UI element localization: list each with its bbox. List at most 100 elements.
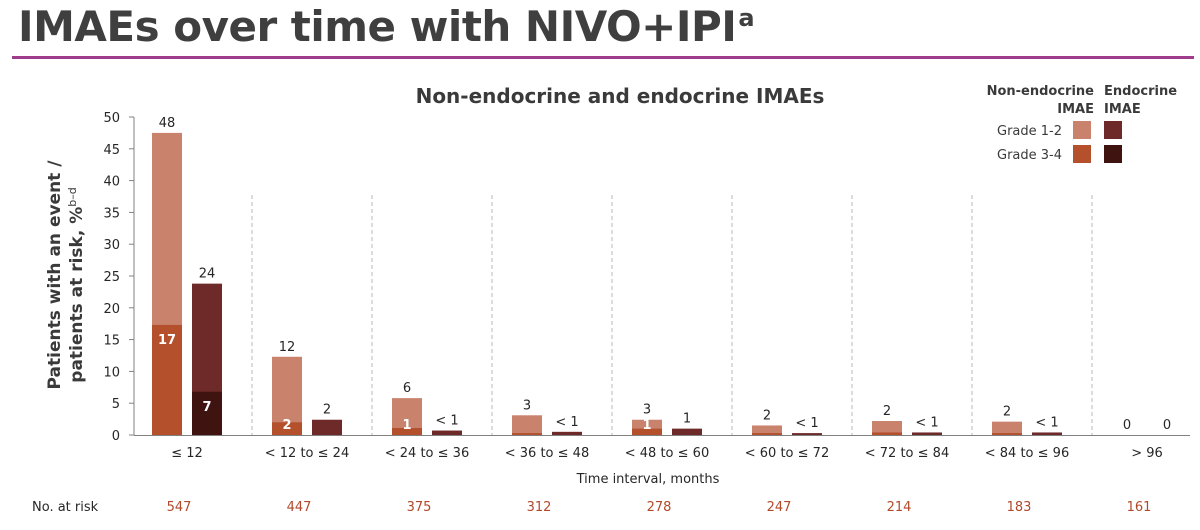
legend-swatch-nonendocrine-grade-1-2: [1073, 121, 1091, 139]
bar-value-label: < 1: [1035, 415, 1058, 430]
category-dividers: [251, 195, 1093, 435]
x-category-label: < 72 to ≤ 84: [865, 446, 949, 461]
y-axis-label: Patients with an event / patients at risk…: [45, 160, 87, 390]
bar-inner-value-label: 1: [642, 418, 651, 433]
bar-value-label: 2: [883, 404, 891, 419]
bar-nonendocrine-grade-1-2: [512, 415, 542, 435]
legend-swatch-endocrine-grade-3-4: [1104, 145, 1122, 163]
bar-nonendocrine-grade-3-4: [152, 324, 182, 435]
y-axis-label-line1: Patients with an event /: [45, 160, 65, 390]
x-category-label: < 12 to ≤ 24: [265, 446, 349, 461]
bar-nonendocrine-grade-1-2: [272, 356, 302, 435]
bar-nonendocrine-grade-3-4: [272, 422, 302, 435]
y-tick-label: 45: [103, 143, 120, 158]
x-axis-label: Time interval, months: [576, 472, 720, 487]
bar-inner-value-label: 2: [282, 418, 291, 433]
y-tick-label: 50: [103, 111, 120, 126]
at-risk-value: 214: [887, 500, 912, 515]
y-axis-label-superscript: b–d: [66, 187, 79, 206]
chart-title: Non-endocrine and endocrine IMAEs: [416, 84, 825, 108]
bar-value-label: 24: [199, 267, 216, 282]
bar-endocrine-grade-3-4: [192, 391, 222, 435]
bar-value-label: < 1: [555, 415, 578, 430]
x-category-label: < 60 to ≤ 72: [745, 446, 829, 461]
y-tick-label: 15: [103, 334, 120, 349]
bar-nonendocrine-grade-3-4: [512, 433, 542, 435]
bar-value-label: 6: [403, 381, 411, 396]
y-axis: 0 5 10 15 20 25 30 35 40 45 50: [103, 111, 135, 444]
at-risk-value: 278: [647, 500, 672, 515]
y-tick-label: 20: [103, 302, 120, 317]
bar-nonendocrine-grade-3-4: [872, 432, 902, 435]
page-title-superscript: a: [738, 4, 755, 32]
y-tick-label: 25: [103, 270, 120, 285]
y-tick-label: 10: [103, 365, 120, 380]
bar-inner-value-label: 1: [402, 418, 411, 433]
bar-value-label: 0: [1123, 418, 1131, 433]
bar-value-label: 48: [159, 116, 176, 131]
bar-value-label: < 1: [435, 414, 458, 429]
bar-nonendocrine-grade-1-2: [992, 421, 1022, 435]
x-category-label: < 48 to ≤ 60: [625, 446, 709, 461]
x-category-label: ≤ 12: [171, 446, 203, 461]
bar-endocrine-grade-1-2: [312, 419, 342, 435]
bar-nonendocrine-grade-3-4: [752, 433, 782, 435]
at-risk-value: 312: [527, 500, 552, 515]
bar-endocrine-grade-1-2: [672, 428, 702, 435]
at-risk-value: 183: [1007, 500, 1032, 515]
bar-value-label: 3: [643, 403, 651, 418]
y-tick-label: 30: [103, 238, 120, 253]
category-labels: ≤ 12 < 12 to ≤ 24 < 24 to ≤ 36 < 36 to ≤ 48…: [171, 446, 1163, 461]
x-category-label: < 84 to ≤ 96: [985, 446, 1069, 461]
legend-header-endocrine-line2: IMAE: [1104, 102, 1141, 117]
bar-value-label: < 1: [915, 415, 938, 430]
bar-value-label: 3: [523, 398, 531, 413]
at-risk-value: 375: [407, 500, 432, 515]
legend-header-endocrine-line1: Endocrine: [1104, 84, 1177, 99]
bar-value-label: < 1: [795, 416, 818, 431]
bar-nonendocrine-grade-3-4: [632, 428, 662, 435]
bar-endocrine-grade-1-2: [792, 433, 822, 435]
y-tick-label: 5: [112, 397, 120, 412]
y-tick-label: 35: [103, 206, 120, 221]
bar-value-label: 2: [323, 403, 331, 418]
at-risk-row: No. at risk 547 447 375 312 278 247 214 183 161: [32, 500, 1151, 515]
bar-endocrine-grade-1-2: [912, 432, 942, 435]
bar-inner-value-label: 7: [202, 400, 211, 415]
y-axis-label-line2: patients at risk, %: [67, 207, 87, 383]
legend-header-nonendocrine-line1: Non-endocrine: [987, 84, 1095, 99]
legend: Non-endocrine IMAE Endocrine IMAE Grade …: [987, 84, 1177, 163]
y-tick-label: 0: [112, 429, 120, 444]
bar-endocrine-grade-1-2: [432, 430, 462, 435]
bar-nonendocrine-grade-1-2: [872, 421, 902, 435]
title-divider: [12, 56, 1194, 59]
y-tick-label: 40: [103, 175, 120, 190]
bar-value-label: 0: [1163, 418, 1171, 433]
page-title-text: IMAEs over time with NIVO+IPI: [18, 2, 737, 51]
legend-label-grade-1-2: Grade 1-2: [997, 124, 1062, 139]
x-category-label: < 36 to ≤ 48: [505, 446, 589, 461]
bar-nonendocrine-grade-3-4: [392, 428, 422, 435]
x-category-label: > 96: [1131, 446, 1163, 461]
bar-value-label: 12: [279, 340, 296, 355]
at-risk-value: 447: [287, 500, 312, 515]
at-risk-value: 247: [767, 500, 792, 515]
bar-value-label: 2: [1003, 405, 1011, 420]
bar-endocrine-grade-1-2: [1032, 432, 1062, 435]
bar-nonendocrine-grade-1-2: [752, 425, 782, 435]
page-title: IMAEs over time with NIVO+IPIa: [18, 2, 755, 51]
legend-swatch-nonendocrine-grade-3-4: [1073, 145, 1091, 163]
x-category-label: < 24 to ≤ 36: [385, 446, 469, 461]
bar-value-label: 2: [763, 408, 771, 423]
bar-endocrine-grade-1-2: [552, 431, 582, 435]
legend-header-nonendocrine-line2: IMAE: [1057, 102, 1094, 117]
at-risk-value: 547: [167, 500, 192, 515]
at-risk-value: 161: [1127, 500, 1152, 515]
bar-inner-value-label: 17: [158, 333, 176, 348]
legend-swatch-endocrine-grade-1-2: [1104, 121, 1122, 139]
bar-nonendocrine-grade-3-4: [992, 433, 1022, 435]
at-risk-label: No. at risk: [32, 500, 99, 515]
bar-value-label: 1: [683, 412, 691, 427]
